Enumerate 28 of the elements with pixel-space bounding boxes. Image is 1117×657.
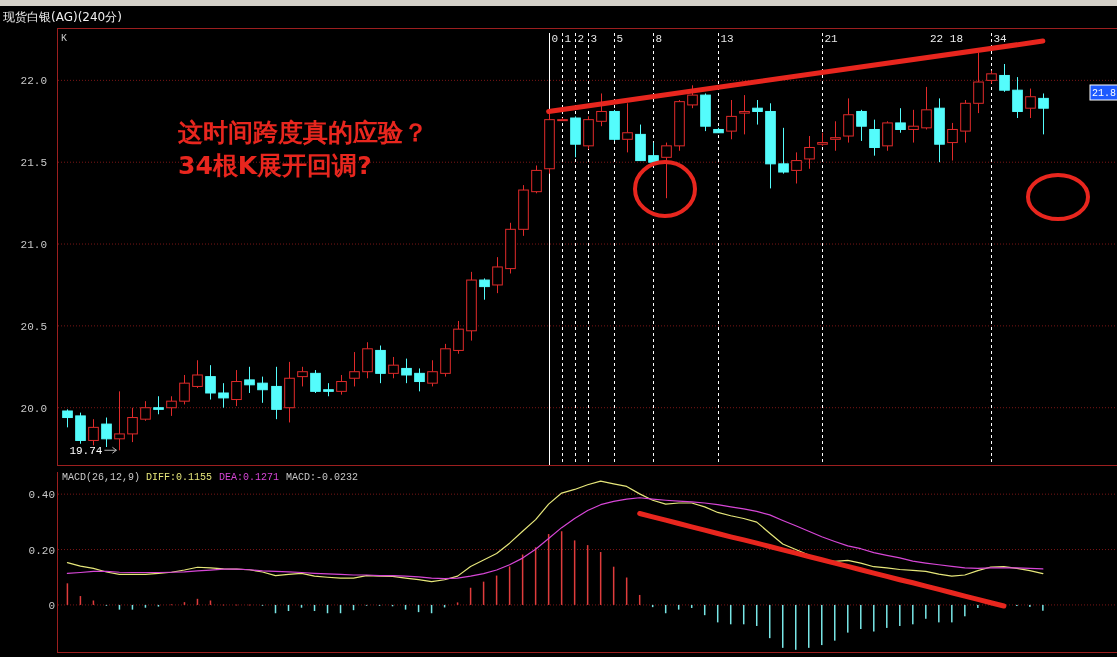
text: DEA:0.1271 [219,472,280,483]
y-tick-label: 22.0 [20,75,47,88]
ref-line-label: 21 [824,33,839,45]
ref-line-label: 34 [993,33,1008,45]
ref-line-label: 13 [720,33,734,45]
y-tick-label: 20.5 [20,320,47,333]
ref-line-label: 2 [577,33,585,45]
ref-line-label: 1 [564,33,572,45]
y-tick-label: 0.40 [28,489,55,502]
ref-line-label: 0 [551,33,559,45]
y-tick-label: 0 [48,599,55,612]
annotation: 34根K展开回调? [178,151,372,180]
ref-line-label: 3 [590,33,598,45]
ref-line-label: 5 [616,33,624,45]
y-tick-label: 21.0 [20,239,47,252]
text: DIFF:0.1155 [146,472,213,483]
y-tick-label: 20.0 [20,402,47,415]
chart-title: MACD(26,12,9) [62,472,141,483]
chart-title: 现货白银(AG)(240分) [3,10,122,24]
y-tick-label: 0.20 [28,544,55,557]
annotation: 21.8 [1092,88,1117,99]
ref-line-label: 8 [655,33,663,45]
text: K [61,33,68,44]
y-tick-label: 21.5 [20,157,47,170]
annotation: 这时间跨度真的应验？ [178,118,428,147]
annotation: 22 18 [930,33,964,45]
annotation: 19.74 [69,445,103,458]
annotation: MACD:-0.0232 [286,472,359,483]
